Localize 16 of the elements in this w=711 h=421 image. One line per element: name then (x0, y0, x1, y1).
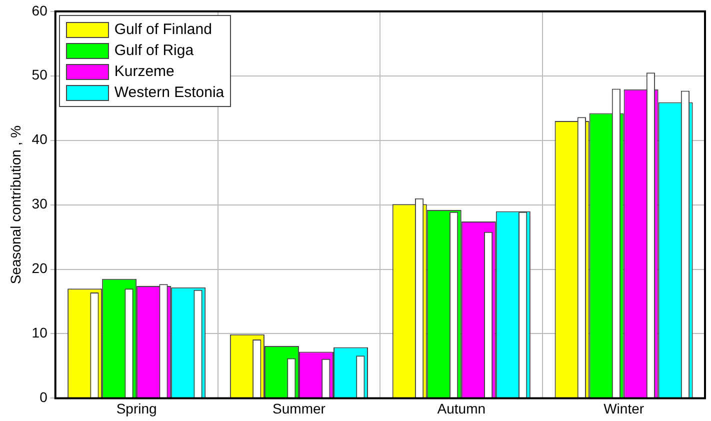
y-tick-label: 30 (32, 196, 48, 212)
legend-label: Gulf of Riga (114, 41, 194, 62)
legend-label: Western Estonia (114, 83, 224, 104)
x-tick-label: Spring (116, 400, 157, 416)
y-tick-label: 10 (32, 324, 48, 341)
legend-label: Kurzeme (114, 62, 174, 82)
y-tick-label: 50 (32, 66, 48, 83)
y-tick-label: 20 (32, 260, 48, 276)
x-tick-label: Winter (604, 400, 644, 416)
y-tick-label: 40 (32, 131, 48, 148)
y-tick-label: 0 (40, 389, 48, 406)
x-tick-label: Summer (272, 400, 326, 416)
x-tick-label: Autumn (437, 400, 486, 416)
y-tick-label: 60 (32, 2, 48, 18)
y-axis-title: Seasonal contribution , % (7, 125, 24, 284)
legend-label: Gulf of Finland (114, 20, 212, 40)
